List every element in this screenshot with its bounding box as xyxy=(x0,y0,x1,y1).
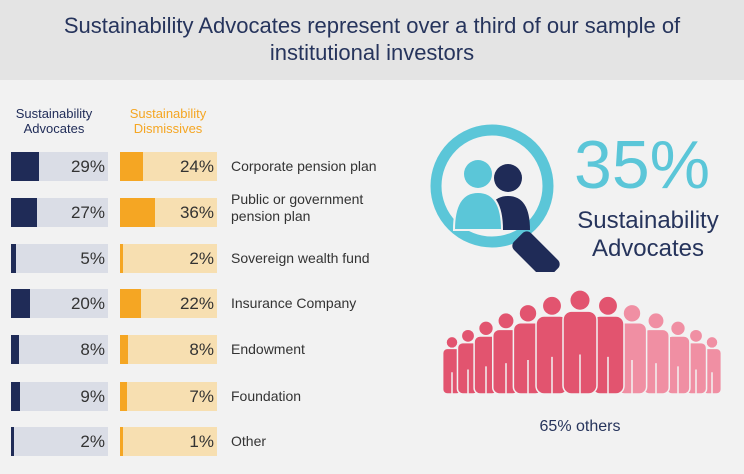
advocates-column-header: Sustainability Advocates xyxy=(4,106,104,136)
category-label-line: Insurance Company xyxy=(231,295,357,311)
category-label: Public or government pension plan xyxy=(231,191,363,225)
category-label: Corporate pension plan xyxy=(231,158,377,175)
dismissives-bar xyxy=(120,244,123,273)
advocates-bar xyxy=(11,152,40,181)
advocates-value-label: 20% xyxy=(70,294,105,313)
dismissives-bar xyxy=(120,152,144,181)
dismissives-value-label: 7% xyxy=(189,387,214,406)
category-label-line: Sovereign wealth fund xyxy=(231,250,370,266)
advocates-header-line-1: Sustainability xyxy=(15,106,93,121)
headline-percent: 35% xyxy=(574,127,711,203)
dismissives-value-label: 8% xyxy=(189,340,214,359)
headline-label: Sustainability Advocates xyxy=(577,207,719,262)
bar-row: 2% 1% Other xyxy=(0,427,420,457)
person-figure xyxy=(641,313,671,395)
dismissives-bar-track: 24% xyxy=(120,152,217,181)
category-label-line: Foundation xyxy=(231,388,302,404)
advocates-bar xyxy=(11,198,38,227)
advocates-value-label: 27% xyxy=(70,203,105,222)
category-label-line: Public or government xyxy=(231,191,364,207)
advocates-bar-track: 2% xyxy=(11,427,108,456)
dismissives-bar xyxy=(120,198,155,227)
person-figure xyxy=(535,296,569,395)
category-label-line: Endowment xyxy=(231,341,305,357)
dismissives-bar xyxy=(120,427,123,456)
bar-row: 20% 22% Insurance Company xyxy=(0,289,420,319)
advocates-bar xyxy=(11,289,31,318)
title-band xyxy=(0,0,744,80)
dismissives-bar xyxy=(120,382,127,411)
others-label: 65% others xyxy=(539,418,621,435)
bar-row: 8% 8% Endowment xyxy=(0,335,420,365)
person-back-head xyxy=(494,164,522,192)
person-figure xyxy=(591,296,625,395)
category-label-line: Other xyxy=(231,433,267,449)
dismissives-bar xyxy=(120,335,128,364)
advocates-bar-track: 5% xyxy=(11,244,108,273)
dismissives-value-label: 2% xyxy=(189,249,214,268)
advocates-bar xyxy=(11,335,19,364)
crowd-icon xyxy=(441,290,723,395)
dismissives-bar-track: 1% xyxy=(120,427,217,456)
person-figure xyxy=(562,290,598,395)
page-title: Sustainability Advocates represent over … xyxy=(63,13,681,65)
dismissives-bar xyxy=(120,289,142,318)
magnifier-people-icon xyxy=(430,124,560,272)
dismissives-header-line-1: Sustainability xyxy=(129,106,207,121)
advocates-header-line-2: Advocates xyxy=(23,121,85,136)
category-label: Sovereign wealth fund xyxy=(231,250,370,267)
dismissives-value-label: 36% xyxy=(179,203,214,222)
dismissives-column-header: Sustainability Dismissives xyxy=(118,106,218,136)
dismissives-bar-track: 8% xyxy=(120,335,217,364)
category-label: Endowment xyxy=(231,341,305,358)
category-label: Insurance Company xyxy=(231,295,356,312)
dismissives-bar-track: 2% xyxy=(120,244,217,273)
person-front-head xyxy=(464,160,492,188)
bar-row: 5% 2% Sovereign wealth fund xyxy=(0,244,420,274)
person-figure xyxy=(684,329,708,395)
person-figure xyxy=(456,329,480,395)
advocates-value-label: 2% xyxy=(80,432,105,451)
advocates-bar xyxy=(11,427,14,456)
advocates-bar-track: 9% xyxy=(11,382,108,411)
category-label: Other xyxy=(231,433,266,450)
category-label: Foundation xyxy=(231,388,301,405)
dismissives-value-label: 22% xyxy=(179,294,214,313)
dismissives-bar-track: 7% xyxy=(120,382,217,411)
advocates-bar-track: 29% xyxy=(11,152,108,181)
advocates-value-label: 8% xyxy=(80,340,105,359)
magnifier-ring xyxy=(430,124,554,248)
person-figure xyxy=(441,337,463,395)
dismissives-bar-track: 22% xyxy=(120,289,217,318)
dismissives-bar-track: 36% xyxy=(120,198,217,227)
dismissives-value-label: 1% xyxy=(189,432,214,451)
bar-row: 29% 24% Corporate pension plan xyxy=(0,152,420,182)
advocates-bar-track: 20% xyxy=(11,289,108,318)
advocates-bar-track: 8% xyxy=(11,335,108,364)
dismissives-value-label: 24% xyxy=(179,157,214,176)
advocates-bar-track: 27% xyxy=(11,198,108,227)
magnifier-handle xyxy=(512,231,560,272)
advocates-bar xyxy=(11,382,20,411)
bar-row: 27% 36% Public or government pension plan xyxy=(0,191,420,228)
bar-row: 9% 7% Foundation xyxy=(0,382,420,412)
dismissives-header-line-2: Dismissives xyxy=(133,121,203,136)
advocates-bar xyxy=(11,244,16,273)
advocates-value-label: 9% xyxy=(80,387,105,406)
advocates-value-label: 29% xyxy=(70,157,105,176)
advocates-value-label: 5% xyxy=(80,249,105,268)
category-label-line: Corporate pension plan xyxy=(231,158,377,174)
category-label-line: pension plan xyxy=(231,208,311,224)
person-front-body xyxy=(452,190,504,231)
